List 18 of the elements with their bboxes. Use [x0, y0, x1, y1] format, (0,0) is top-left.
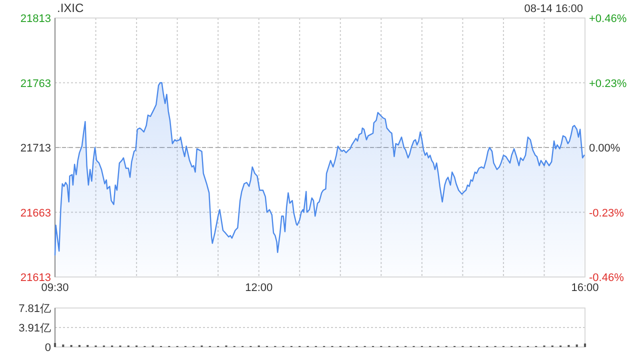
y-tick-label: 21713	[20, 142, 51, 154]
x-tick-label: 12:00	[245, 282, 273, 294]
y-tick-label: 7.81亿	[18, 303, 51, 315]
x-tick-label: 16:00	[571, 282, 599, 294]
y-tick-label: 21763	[20, 78, 51, 90]
y2-tick-label: -0.46%	[589, 272, 624, 284]
y-tick-label: 3.91亿	[18, 322, 51, 334]
y-tick-label: 0	[44, 342, 51, 354]
y2-tick-label: +0.46%	[589, 13, 627, 25]
y2-tick-label: +0.23%	[589, 78, 627, 90]
y2-tick-label: 0.00%	[589, 142, 620, 154]
y-tick-label: 21813	[20, 13, 51, 25]
chart-title: .IXIC	[57, 1, 84, 15]
y-tick-label: 21613	[20, 272, 51, 284]
chart-subtitle: 08-14 16:00	[524, 3, 583, 15]
x-tick-label: 09:30	[41, 282, 69, 294]
y-tick-label: 21663	[20, 207, 51, 220]
y2-tick-label: -0.23%	[589, 207, 624, 220]
